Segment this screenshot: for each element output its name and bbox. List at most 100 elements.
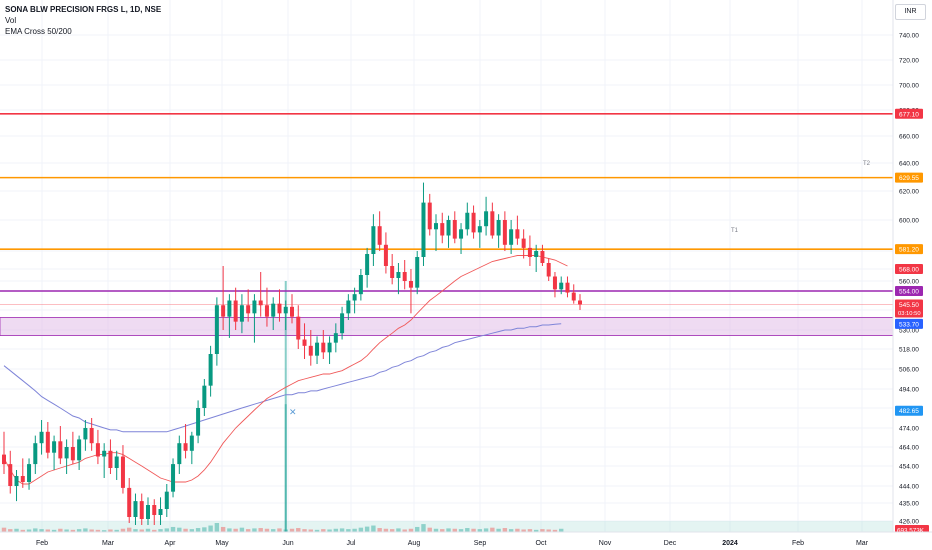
candle-body [571,292,576,301]
candle-body [296,316,301,340]
price-tick-label: 494.00 [899,387,919,394]
volume-bar [383,528,389,532]
candle-body [52,441,57,453]
candle-body [321,342,326,353]
volume-bar [389,529,395,532]
price-label-badge [895,286,923,296]
candle-body [146,505,150,519]
level-price-badge-text: 629.55 [899,175,919,182]
support-zone [0,317,894,336]
symbol-title[interactable]: SONA BLW PRECISION FRGS L, 1D, NSE [5,5,162,14]
candle-body [58,441,63,459]
time-tick-label: Oct [536,540,547,547]
candle-body [264,305,269,317]
volume-bar [83,528,88,532]
volume-indicator-label[interactable]: Vol [5,16,17,25]
time-tick-label: Dec [664,540,677,547]
candle-body [459,229,464,239]
price-label-badge [895,405,923,416]
candle-body [527,247,532,257]
time-tick-label: May [215,540,229,547]
volume-bar [415,526,420,532]
volume-bar [95,529,101,532]
candle-body [20,476,25,482]
candle-body [45,431,50,453]
volume-bar [490,527,495,532]
candle-body [358,275,363,295]
candle-body [171,464,176,492]
volume-bar [39,529,44,532]
candle-body [333,333,338,343]
candle-body [70,447,75,461]
candle-body [434,223,438,230]
candle-body [565,282,570,293]
volume-bar [195,528,201,532]
time-tick-label: Apr [165,540,177,547]
price-tick-label: 454.00 [899,464,919,471]
volume-bar [559,528,564,532]
volume-bar [458,529,464,532]
volume-bar [333,528,339,532]
candle-body [271,303,276,317]
volume-bar [433,528,439,532]
price-tick-label: 474.00 [899,426,919,433]
volume-bar [302,529,307,532]
annotations: T1 T2 [731,161,871,234]
candle-body [227,300,232,317]
volume-bar [346,529,351,532]
candle-body [484,211,489,227]
volume-bar [45,529,51,532]
candle-body [208,354,213,386]
candle-body [108,450,113,468]
volume-bar [202,527,207,532]
candle-body [471,212,476,233]
volume-bar [502,528,508,532]
price-tick-label: 444.00 [899,484,919,491]
volume-bar [76,529,82,532]
candle-body [377,226,382,245]
price-label-badge-text: 554.00 [899,289,919,296]
time-axis[interactable]: Feb Mar Apr May Jun Jul Aug Sep Oct Nov Dec 2024 Feb… [0,531,932,550]
time-axis-background [0,532,932,550]
support-zone-box [0,317,894,336]
volume-bar [483,528,489,532]
candle-body [139,501,144,519]
candle-body [465,212,470,230]
volume-bar [183,528,188,532]
candle-body [177,443,182,465]
time-tick-label: Feb [36,540,48,547]
ema-indicator-label[interactable]: EMA Cross 50/200 [5,27,72,36]
volume-bar [170,526,176,532]
volume-bar [258,528,263,532]
candle-body [290,306,294,317]
chart-legend: SONA BLW PRECISION FRGS L, 1D, NSE Vol E… [5,4,161,37]
candle-body [27,464,32,482]
volume-bar [271,529,276,532]
currency-button[interactable]: INR [895,4,926,20]
volume-bar [465,528,470,532]
countdown-label: 03:10:50 [898,311,921,317]
candle-body [114,456,119,468]
candle-body [102,450,107,457]
price-axis[interactable]: 426.00435.00444.00454.00464.00474.00484.… [892,0,932,550]
time-tick-label: Sep [474,540,487,547]
volume-bar [227,528,232,532]
volume-bar [20,529,25,532]
volume-bar [314,529,320,532]
candle-body [8,464,13,486]
volume-bar [252,528,257,532]
candle-body [158,509,163,515]
candle-body [221,305,226,317]
volume-bar [408,528,414,532]
volume-bar [540,529,545,532]
price-tick-label: 518.00 [899,347,919,354]
volume-bar [164,528,169,532]
volume-bar [321,529,326,532]
volume-bar [308,529,313,532]
candle-body [64,447,69,459]
candle-body [534,251,539,257]
volume-bar [145,528,151,532]
candle-body [552,276,557,290]
volume-bar [477,529,483,532]
